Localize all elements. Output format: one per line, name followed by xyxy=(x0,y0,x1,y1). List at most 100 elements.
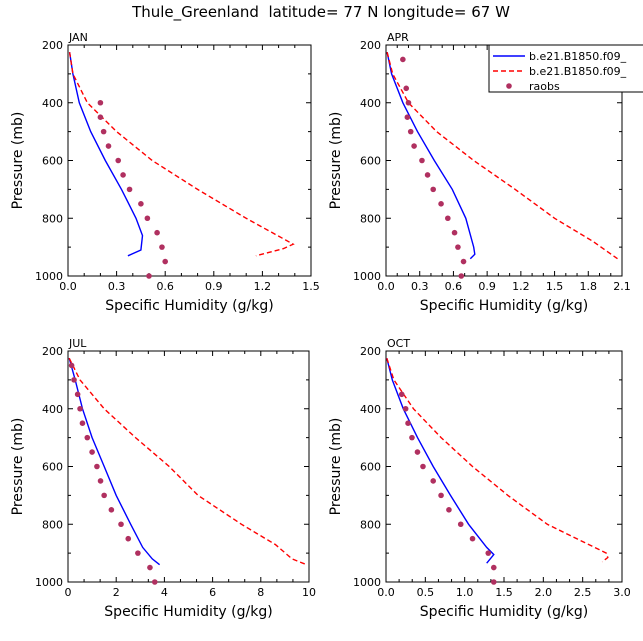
y-tick-label: 600 xyxy=(42,461,63,474)
raobs-point xyxy=(424,172,431,178)
raobs-point xyxy=(79,420,86,426)
raobs-point xyxy=(490,579,497,585)
raobs-point xyxy=(485,550,492,556)
raobs-point xyxy=(438,201,444,207)
raobs-point xyxy=(451,229,458,236)
x-axis-label: Specific Humidity (g/kg) xyxy=(105,298,273,314)
x-tick-label: 8 xyxy=(257,586,264,599)
x-tick-label: 0.6 xyxy=(156,280,174,293)
raobs-point xyxy=(125,535,132,542)
raobs-point xyxy=(97,478,104,484)
raobs-point xyxy=(490,564,497,571)
x-tick-label: 2 xyxy=(113,586,120,599)
x-tick-label: 2.1 xyxy=(613,280,631,293)
y-axis-label: Pressure (mb) xyxy=(10,418,26,516)
x-tick-label: 0.6 xyxy=(445,280,463,293)
raobs-point xyxy=(438,492,444,499)
raobs-point xyxy=(460,258,467,265)
y-tick-label: 600 xyxy=(42,155,63,168)
x-tick-label: 0.5 xyxy=(417,586,435,599)
x-tick-label: 0.3 xyxy=(411,280,429,293)
raobs-point xyxy=(405,99,412,106)
raobs-point xyxy=(159,244,165,250)
y-tick-label: 1000 xyxy=(353,576,381,589)
legend-label: raobs xyxy=(529,80,560,93)
x-axis-label: Specific Humidity (g/kg) xyxy=(104,604,272,620)
legend-label: b.e21.B1850.f09_ xyxy=(529,65,627,78)
y-tick-label: 800 xyxy=(42,518,63,531)
x-axis-label: Specific Humidity (g/kg) xyxy=(420,298,588,314)
x-tick-label: 1.5 xyxy=(495,586,513,599)
x-tick-label: 3.0 xyxy=(613,586,631,599)
x-tick-label: 1.0 xyxy=(456,586,474,599)
raobs-point xyxy=(430,478,437,484)
raobs-point xyxy=(398,391,405,398)
raobs-point xyxy=(407,128,414,135)
legend-marker-raobs xyxy=(506,83,512,89)
panel-jan: JAN 0.0 0.3 0.6 0.9 1.2 1.5 200 400 600 800 1000 Spe… xyxy=(10,31,320,314)
y-tick-label: 800 xyxy=(42,212,63,225)
raobs-point xyxy=(469,535,476,542)
raobs-point xyxy=(94,463,100,470)
raobs-point xyxy=(97,114,104,120)
raobs-point xyxy=(100,128,107,135)
y-tick-label: 1000 xyxy=(35,576,63,589)
y-tick-label: 600 xyxy=(360,461,381,474)
raobs-point xyxy=(404,114,411,120)
x-tick-label: 10 xyxy=(302,586,316,599)
y-tick-label: 200 xyxy=(360,345,381,358)
raobs-point xyxy=(405,420,411,426)
y-axis-label: Pressure (mb) xyxy=(328,112,344,210)
raobs-point xyxy=(455,244,461,250)
raobs-point xyxy=(105,143,112,149)
y-tick-label: 400 xyxy=(42,97,63,110)
raobs-point xyxy=(115,157,122,164)
raobs-point xyxy=(77,405,83,412)
panel-title: OCT xyxy=(387,337,410,350)
raobs-point xyxy=(409,434,415,441)
raobs-point xyxy=(151,579,158,585)
raobs-point xyxy=(414,449,421,455)
legend-box xyxy=(488,44,643,93)
raobs-point xyxy=(71,377,77,383)
raobs-point xyxy=(411,143,417,149)
x-tick-label: 1.5 xyxy=(302,280,320,293)
figure-title: Thule_Greenland latitude= 77 N longitude… xyxy=(131,3,510,22)
raobs-point xyxy=(457,521,464,528)
x-tick-label: 1.2 xyxy=(512,280,530,293)
x-tick-label: 6 xyxy=(209,586,216,599)
raobs-point xyxy=(419,157,425,164)
raobs-point xyxy=(89,449,95,455)
raobs-point xyxy=(458,273,465,279)
x-axis-label: Specific Humidity (g/kg) xyxy=(420,604,588,620)
raobs-point xyxy=(154,229,160,236)
y-tick-label: 800 xyxy=(360,518,381,531)
y-axis-label: Pressure (mb) xyxy=(328,418,344,516)
series-model1-solid xyxy=(386,358,495,564)
x-tick-label: 2.0 xyxy=(535,586,553,599)
legend-label: b.e21.B1850.f09_ xyxy=(529,50,627,63)
raobs-point xyxy=(403,85,410,92)
raobs-point xyxy=(446,507,452,513)
y-tick-label: 200 xyxy=(360,39,381,52)
raobs-point xyxy=(138,201,144,207)
y-tick-label: 200 xyxy=(42,39,63,52)
x-tick-label: 0 xyxy=(65,586,72,599)
y-tick-label: 200 xyxy=(42,345,63,358)
x-tick-label: 0.9 xyxy=(478,280,496,293)
panel-title: JAN xyxy=(68,31,88,44)
y-tick-label: 400 xyxy=(360,403,381,416)
panel-title: JUL xyxy=(68,337,87,350)
y-tick-label: 400 xyxy=(42,403,63,416)
legend: b.e21.B1850.f09_ b.e21.B1850.f09_raobs xyxy=(488,44,643,93)
x-tick-label: 1.8 xyxy=(580,280,598,293)
panel-apr: APR 0.0 0.3 0.6 0.9 1.2 1.5 1.8 2.1 200 400 600 800 1… xyxy=(328,31,631,314)
raobs-point xyxy=(118,521,124,528)
y-tick-label: 600 xyxy=(360,155,381,168)
raobs-point xyxy=(135,550,141,556)
raobs-point xyxy=(84,434,91,441)
series-model2-dashed xyxy=(68,52,295,257)
raobs-point xyxy=(144,215,151,222)
raobs-point xyxy=(147,564,153,571)
